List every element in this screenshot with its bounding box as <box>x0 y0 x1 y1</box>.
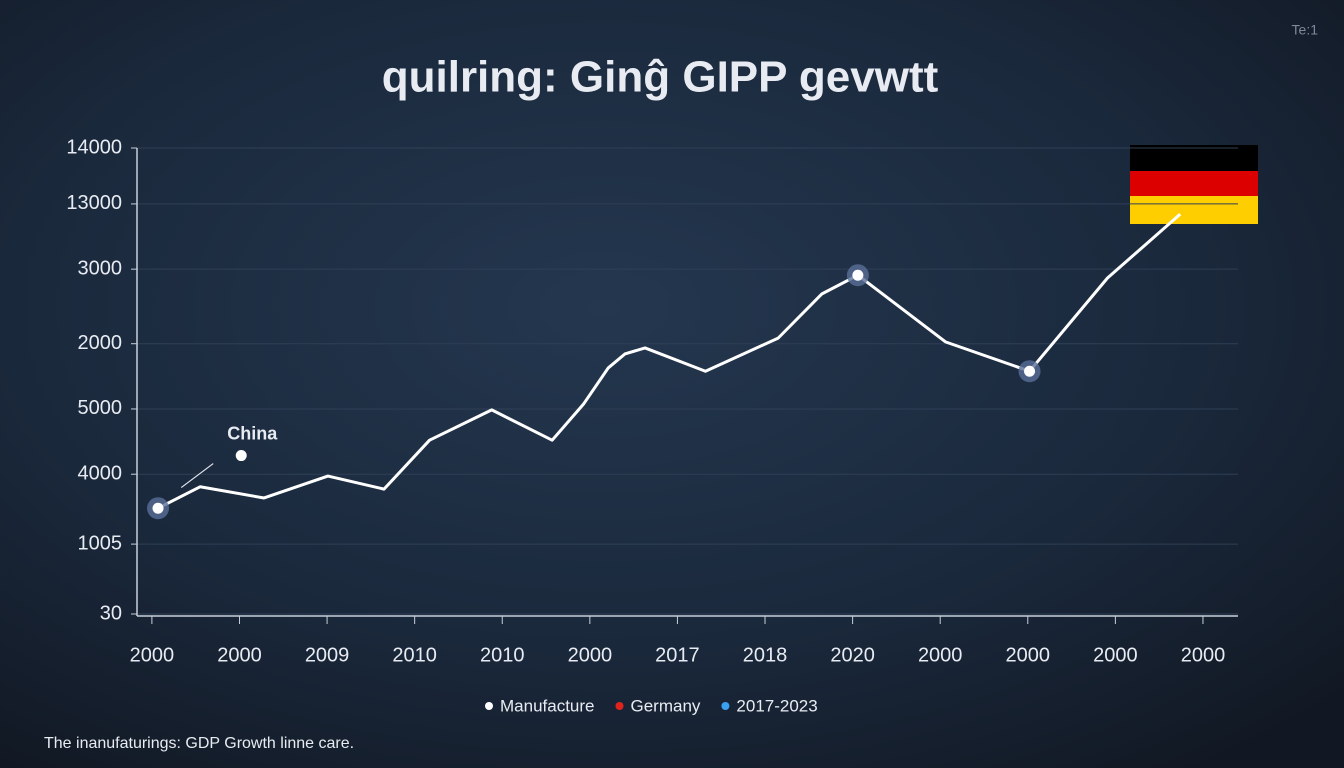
legend-label: Manufacture <box>500 696 595 715</box>
y-tick-label: 2000 <box>78 332 123 354</box>
x-tick-label: 2000 <box>217 644 262 666</box>
x-tick-label: 2000 <box>568 644 613 666</box>
x-tick-label: 2000 <box>1181 644 1226 666</box>
x-tick-label: 2018 <box>743 644 788 666</box>
x-tick-label: 2000 <box>1093 644 1138 666</box>
flag <box>1130 145 1258 224</box>
annotation-arrow <box>180 463 214 489</box>
legend-swatch <box>615 702 624 710</box>
x-tick-label: 2010 <box>480 644 525 666</box>
y-tick-label: 5000 <box>78 397 123 419</box>
y-tick-label: 4000 <box>78 462 123 484</box>
caption: The inanufaturings: GDP Growth linne car… <box>44 735 354 752</box>
y-tick-label: 3000 <box>78 257 123 279</box>
x-tick-label: 2000 <box>130 644 175 666</box>
point <box>152 502 164 514</box>
x-tick-label: 2000 <box>918 644 963 666</box>
point <box>852 269 864 281</box>
y-tick-label: 14000 <box>66 136 122 158</box>
annotation-dot <box>235 450 247 462</box>
x-tick-label: 2017 <box>655 644 700 666</box>
x-tick-label: 2020 <box>830 644 875 666</box>
corner-label: Te:1 <box>1292 22 1319 38</box>
point <box>1024 365 1036 377</box>
x-tick-label: 2009 <box>305 644 350 666</box>
annotation-label: China <box>227 423 278 443</box>
y-tick-label: 1005 <box>78 532 123 554</box>
y-tick-label: 13000 <box>66 192 122 214</box>
legend-label: Germany <box>631 696 701 715</box>
legend-swatch <box>485 702 493 710</box>
data-line <box>157 213 1182 510</box>
legend: Manufacture Germany 2017-2023 <box>485 696 818 715</box>
x-tick-label: 2010 <box>392 644 437 666</box>
legend-label: 2017-2023 <box>736 696 817 715</box>
legend-swatch <box>721 702 730 710</box>
x-tick-label: 2000 <box>1006 644 1051 666</box>
chart-title: quilring: Ginĝ GIPP gevwtt <box>382 53 939 102</box>
y-tick-label: 30 <box>100 602 122 624</box>
